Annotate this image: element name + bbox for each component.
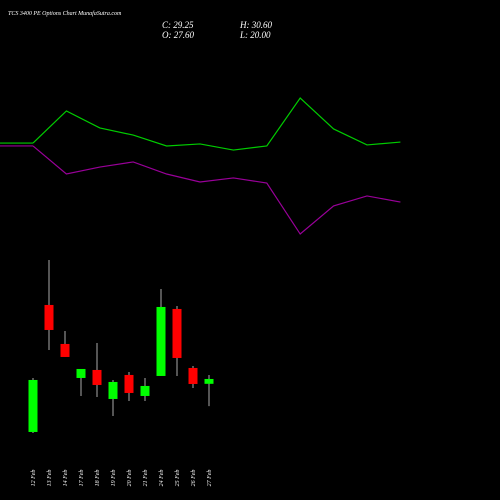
candle-body [204, 378, 214, 384]
x-tick-label: 21 Feb [143, 470, 149, 487]
candle-body [108, 381, 118, 399]
ohlc-open: O: 27.60 [162, 30, 194, 40]
candle-body [172, 308, 182, 358]
ohlc-close: C: 29.25 [162, 20, 194, 30]
chart-title: TCS 3400 PE Options Chart MunafaSutra.co… [8, 10, 122, 17]
line [32, 145, 401, 235]
ohlc-low: L: 20.00 [239, 30, 271, 40]
x-tick-label: 24 Feb [158, 470, 165, 487]
candle-body [28, 379, 38, 432]
ohlc-high: H: 30.60 [239, 20, 272, 30]
x-tick-label: 13 Feb [47, 470, 53, 487]
candle-body [44, 304, 54, 330]
x-tick-label: 27 Feb [207, 470, 213, 487]
candle-body [156, 306, 166, 376]
line [32, 97, 401, 151]
candle-body [60, 343, 70, 357]
candle-body [188, 367, 198, 384]
x-tick-label: 14 Feb [62, 470, 69, 487]
x-tick-label: 17 Feb [79, 470, 85, 487]
x-tick-label: 18 Feb [95, 470, 101, 487]
x-tick-label: 12 Feb [31, 470, 37, 487]
x-tick-label: 25 Feb [175, 470, 181, 487]
x-tick-label: 19 Feb [111, 470, 117, 487]
candle-body [140, 385, 150, 396]
x-tick-label: 26 Feb [191, 470, 197, 487]
candle-body [92, 369, 102, 385]
x-tick-label: 20 Feb [127, 470, 133, 487]
candle-body [76, 368, 86, 378]
candle-body [124, 374, 134, 393]
